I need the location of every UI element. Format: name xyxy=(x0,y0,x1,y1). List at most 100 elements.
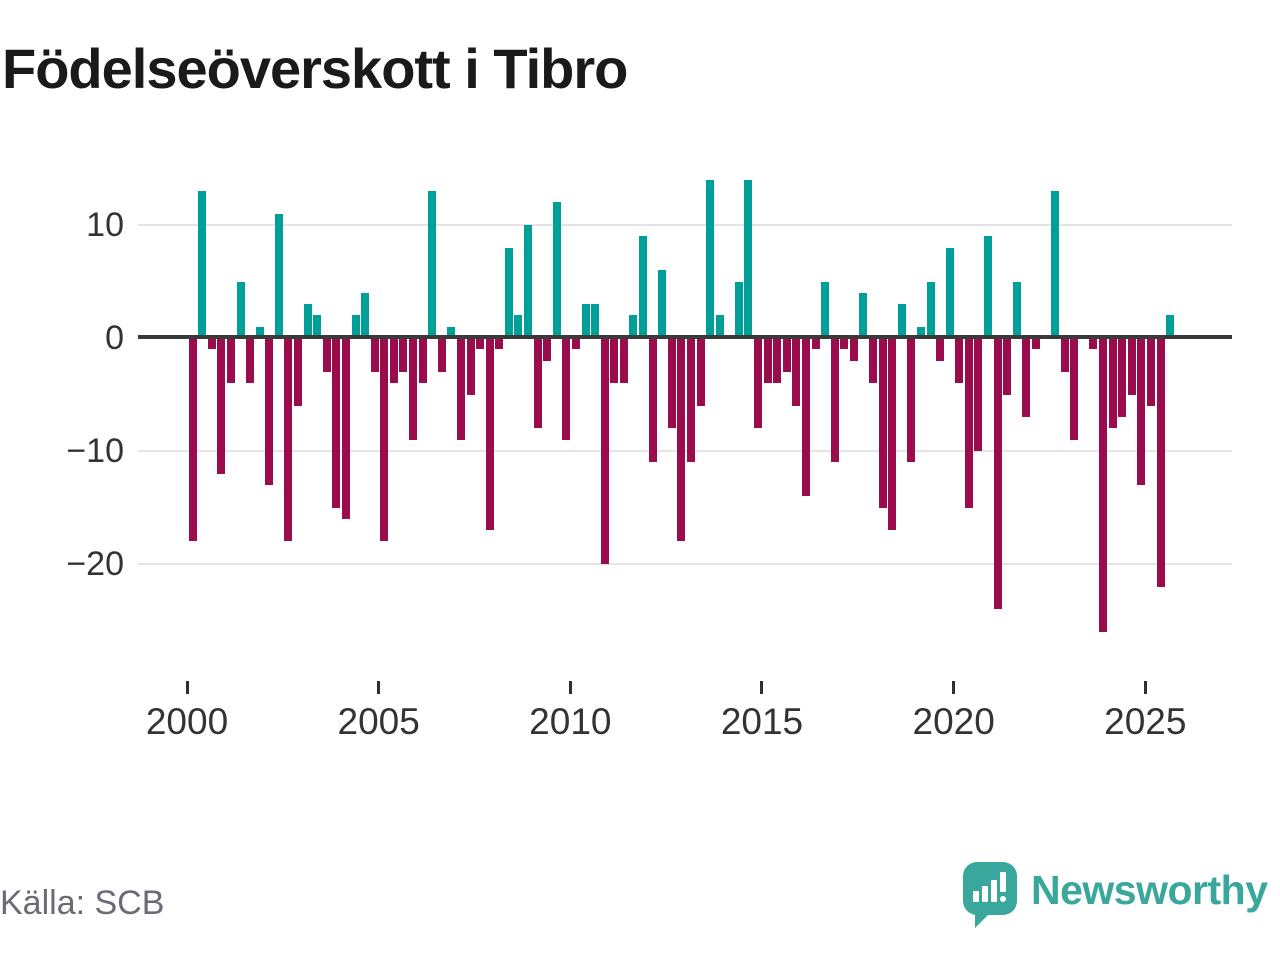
y-axis-label: −10 xyxy=(66,432,124,470)
bar-negative xyxy=(696,338,705,406)
bar-positive xyxy=(361,292,370,338)
bar-positive xyxy=(734,281,743,338)
bar-positive xyxy=(715,315,724,338)
bar-positive xyxy=(639,236,647,338)
bar-negative xyxy=(773,338,782,384)
bar-negative xyxy=(811,338,820,350)
bar-positive xyxy=(629,315,638,338)
bar-negative xyxy=(1070,338,1079,440)
bar-negative xyxy=(993,338,1002,610)
bar-negative xyxy=(370,338,379,372)
bar-positive xyxy=(303,304,312,338)
x-axis-tick xyxy=(952,681,956,694)
y-axis-label: 10 xyxy=(86,206,124,244)
bar-negative xyxy=(801,338,810,497)
bar-positive xyxy=(1012,281,1021,338)
bar-positive xyxy=(916,326,925,338)
bar-negative xyxy=(792,338,801,406)
bar-negative xyxy=(217,338,226,474)
bar-positive xyxy=(984,236,992,338)
bar-negative xyxy=(294,338,302,406)
bar-positive xyxy=(255,326,264,338)
bar-negative xyxy=(1108,338,1117,429)
bar-negative xyxy=(533,338,542,429)
bar-negative xyxy=(888,338,897,531)
x-axis-tick xyxy=(568,681,572,694)
chart-title: Födelseöverskott i Tibro xyxy=(2,37,628,100)
bar-positive xyxy=(658,270,667,338)
bar-positive xyxy=(591,304,600,338)
x-axis-label: 2020 xyxy=(912,701,995,742)
bar-negative xyxy=(610,338,619,384)
bar-negative xyxy=(456,338,465,440)
x-axis-label: 2005 xyxy=(337,701,420,742)
bar-negative xyxy=(466,338,475,395)
bar-negative xyxy=(284,338,293,542)
bar-negative xyxy=(1022,338,1031,418)
brand-wordmark: Newsworthy xyxy=(1031,867,1268,913)
bar-negative xyxy=(1099,338,1107,632)
gridline xyxy=(138,224,1232,226)
bar-negative xyxy=(562,338,571,440)
logo-bar-icon xyxy=(973,891,979,902)
bar-negative xyxy=(1146,338,1155,406)
y-axis-label: −20 xyxy=(66,545,124,583)
bar-negative xyxy=(322,338,331,372)
bar-positive xyxy=(859,292,868,338)
x-axis-tick xyxy=(185,681,189,694)
bar-negative xyxy=(543,338,552,361)
bar-negative xyxy=(332,338,341,508)
bar-negative xyxy=(399,338,408,372)
bar-negative xyxy=(974,338,983,451)
x-axis-tick xyxy=(760,681,764,694)
bar-negative xyxy=(869,338,877,384)
bar-positive xyxy=(313,315,322,338)
bar-negative xyxy=(878,338,887,508)
bar-negative xyxy=(1156,338,1165,587)
source-attribution: Källa: SCB xyxy=(0,884,165,922)
y-axis-label: 0 xyxy=(105,319,124,357)
bar-positive xyxy=(236,281,245,338)
bar-negative xyxy=(1137,338,1146,485)
bar-negative xyxy=(763,338,772,384)
bar-positive xyxy=(821,281,830,338)
bar-positive xyxy=(514,315,523,338)
bar-negative xyxy=(207,338,216,350)
bar-negative xyxy=(667,338,676,429)
logo-exclamation-icon xyxy=(1000,872,1006,892)
zero-axis-line xyxy=(138,335,1232,339)
bar-positive xyxy=(552,202,561,338)
bar-positive xyxy=(351,315,360,338)
bar-positive xyxy=(198,191,207,338)
bar-negative xyxy=(246,338,255,384)
bar-negative xyxy=(495,338,504,350)
bar-negative xyxy=(341,338,350,519)
x-axis-tick xyxy=(377,681,381,694)
bar-negative xyxy=(571,338,580,350)
bar-negative xyxy=(619,338,628,384)
bar-negative xyxy=(677,338,686,542)
logo-bar-icon xyxy=(991,880,997,902)
bar-positive xyxy=(897,304,906,338)
x-axis-label: 2025 xyxy=(1104,701,1187,742)
bar-positive xyxy=(504,247,513,338)
bar-negative xyxy=(418,338,427,384)
bar-positive xyxy=(581,304,590,338)
bar-negative xyxy=(226,338,235,384)
bar-negative xyxy=(1060,338,1069,372)
bar-positive xyxy=(926,281,935,338)
bar-positive xyxy=(1051,191,1060,338)
logo-exclamation-dot-icon xyxy=(1000,896,1006,902)
bar-negative xyxy=(830,338,839,463)
bar-negative xyxy=(265,338,274,485)
bar-negative xyxy=(409,338,417,440)
bar-negative xyxy=(1089,338,1098,350)
bar-positive xyxy=(428,191,437,338)
bar-negative xyxy=(437,338,446,372)
bar-positive xyxy=(447,326,456,338)
bar-positive xyxy=(945,247,954,338)
newsworthy-logo[interactable]: Newsworthy xyxy=(963,862,1273,932)
bar-negative xyxy=(782,338,791,372)
bar-negative xyxy=(840,338,849,350)
gridline xyxy=(138,563,1232,565)
